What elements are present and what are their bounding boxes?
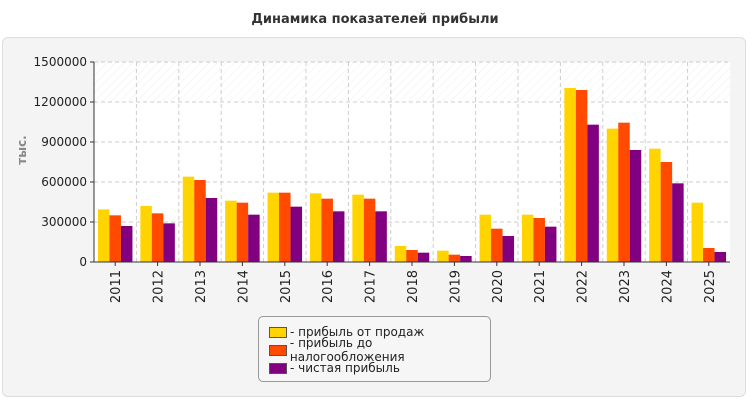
bar-2015-series-2 [279, 192, 291, 262]
bar-2023-series-3 [629, 150, 642, 262]
legend-swatch-pretax-profit [269, 344, 287, 356]
x-tick-label-2014: 2014 [236, 270, 251, 303]
bar-2016-series-1 [309, 193, 322, 262]
bar-2015-series-3 [290, 206, 303, 262]
bar-2014-series-2 [236, 202, 249, 262]
bar-2021-series-1 [521, 214, 534, 262]
legend-item-pretax-profit: - прибыль до налогообложения [269, 336, 490, 364]
bar-2021-series-2 [533, 218, 545, 262]
x-tick-label-2022: 2022 [576, 270, 591, 303]
y-tick-label: 1200000 [34, 95, 87, 109]
bar-2012-series-1 [140, 206, 152, 262]
bar-2015-series-1 [267, 192, 280, 262]
legend-swatch-sales-profit [269, 326, 287, 338]
bar-2017-series-3 [375, 211, 387, 262]
bar-2019-series-1 [437, 250, 449, 262]
x-tick-label-2017: 2017 [364, 270, 379, 303]
bar-2022-series-1 [564, 88, 576, 262]
chart-title: Динамика показателей прибыли [251, 12, 499, 27]
bar-2013-series-2 [194, 180, 206, 262]
bar-2014-series-1 [225, 200, 237, 262]
legend-label-pretax-profit: - прибыль до налогообложения [289, 336, 405, 364]
x-tick-label-2021: 2021 [533, 270, 548, 303]
x-tick-label-2016: 2016 [321, 270, 336, 303]
legend-item-sales-profit: - прибыль от продаж [269, 323, 490, 341]
bar-2017-series-2 [363, 198, 376, 262]
y-axis-label: тыс. [15, 135, 29, 164]
bar-2013-series-3 [205, 198, 218, 262]
bar-2012-series-2 [151, 213, 164, 262]
bar-2024-series-3 [672, 183, 684, 262]
bar-2013-series-1 [182, 176, 195, 262]
x-tick-label-2024: 2024 [660, 270, 675, 303]
x-tick-label-2020: 2020 [491, 270, 506, 303]
bar-2011-series-1 [97, 209, 110, 262]
bar-2020-series-2 [491, 228, 503, 262]
legend-item-net-profit: - чистая прибыль [269, 359, 490, 377]
plot-hatch-band [94, 62, 730, 102]
x-tick-label-2011: 2011 [109, 270, 124, 303]
y-tick-label: 900000 [41, 135, 87, 149]
bar-2011-series-2 [109, 215, 121, 262]
x-tick-label-2023: 2023 [618, 270, 633, 303]
bar-2022-series-3 [587, 124, 599, 263]
bar-2023-series-2 [618, 122, 630, 263]
legend: - прибыль от продаж - прибыль до налогоо… [258, 316, 491, 382]
bar-2018-series-3 [417, 252, 430, 262]
bar-2025-series-2 [703, 248, 715, 262]
bar-2019-series-3 [460, 256, 472, 262]
x-tick-label-2025: 2025 [703, 270, 718, 303]
bar-2018-series-2 [406, 250, 418, 262]
bar-2021-series-3 [544, 226, 557, 262]
bar-2025-series-3 [714, 252, 727, 262]
bar-2022-series-2 [575, 90, 588, 262]
y-tick-label: 300000 [41, 215, 87, 229]
bar-2012-series-3 [163, 223, 175, 262]
x-tick-label-2019: 2019 [448, 270, 463, 303]
y-tick-label: 0 [79, 255, 87, 269]
bar-2016-series-3 [332, 211, 345, 262]
bar-2023-series-1 [606, 128, 619, 262]
bar-2025-series-1 [691, 202, 704, 262]
x-tick-label-2012: 2012 [152, 270, 167, 303]
x-tick-label-2018: 2018 [406, 270, 421, 303]
bar-2017-series-1 [352, 194, 364, 262]
bar-2018-series-1 [394, 246, 407, 262]
x-tick-label-2013: 2013 [194, 270, 209, 303]
bar-2014-series-3 [248, 214, 260, 262]
x-tick-label-2015: 2015 [279, 270, 294, 303]
bar-2020-series-1 [479, 214, 492, 262]
bar-2019-series-2 [448, 254, 461, 262]
bar-2024-series-1 [649, 148, 661, 262]
bar-2016-series-2 [321, 198, 333, 262]
bar-2011-series-3 [120, 226, 133, 262]
legend-label-sales-profit: - прибыль от продаж [290, 325, 425, 339]
bar-2020-series-3 [502, 236, 515, 262]
legend-label-net-profit: - чистая прибыль [290, 361, 400, 375]
bar-2024-series-2 [660, 162, 673, 262]
legend-swatch-net-profit [269, 362, 287, 374]
y-tick-label: 1500000 [34, 55, 87, 69]
y-tick-label: 600000 [41, 175, 87, 189]
